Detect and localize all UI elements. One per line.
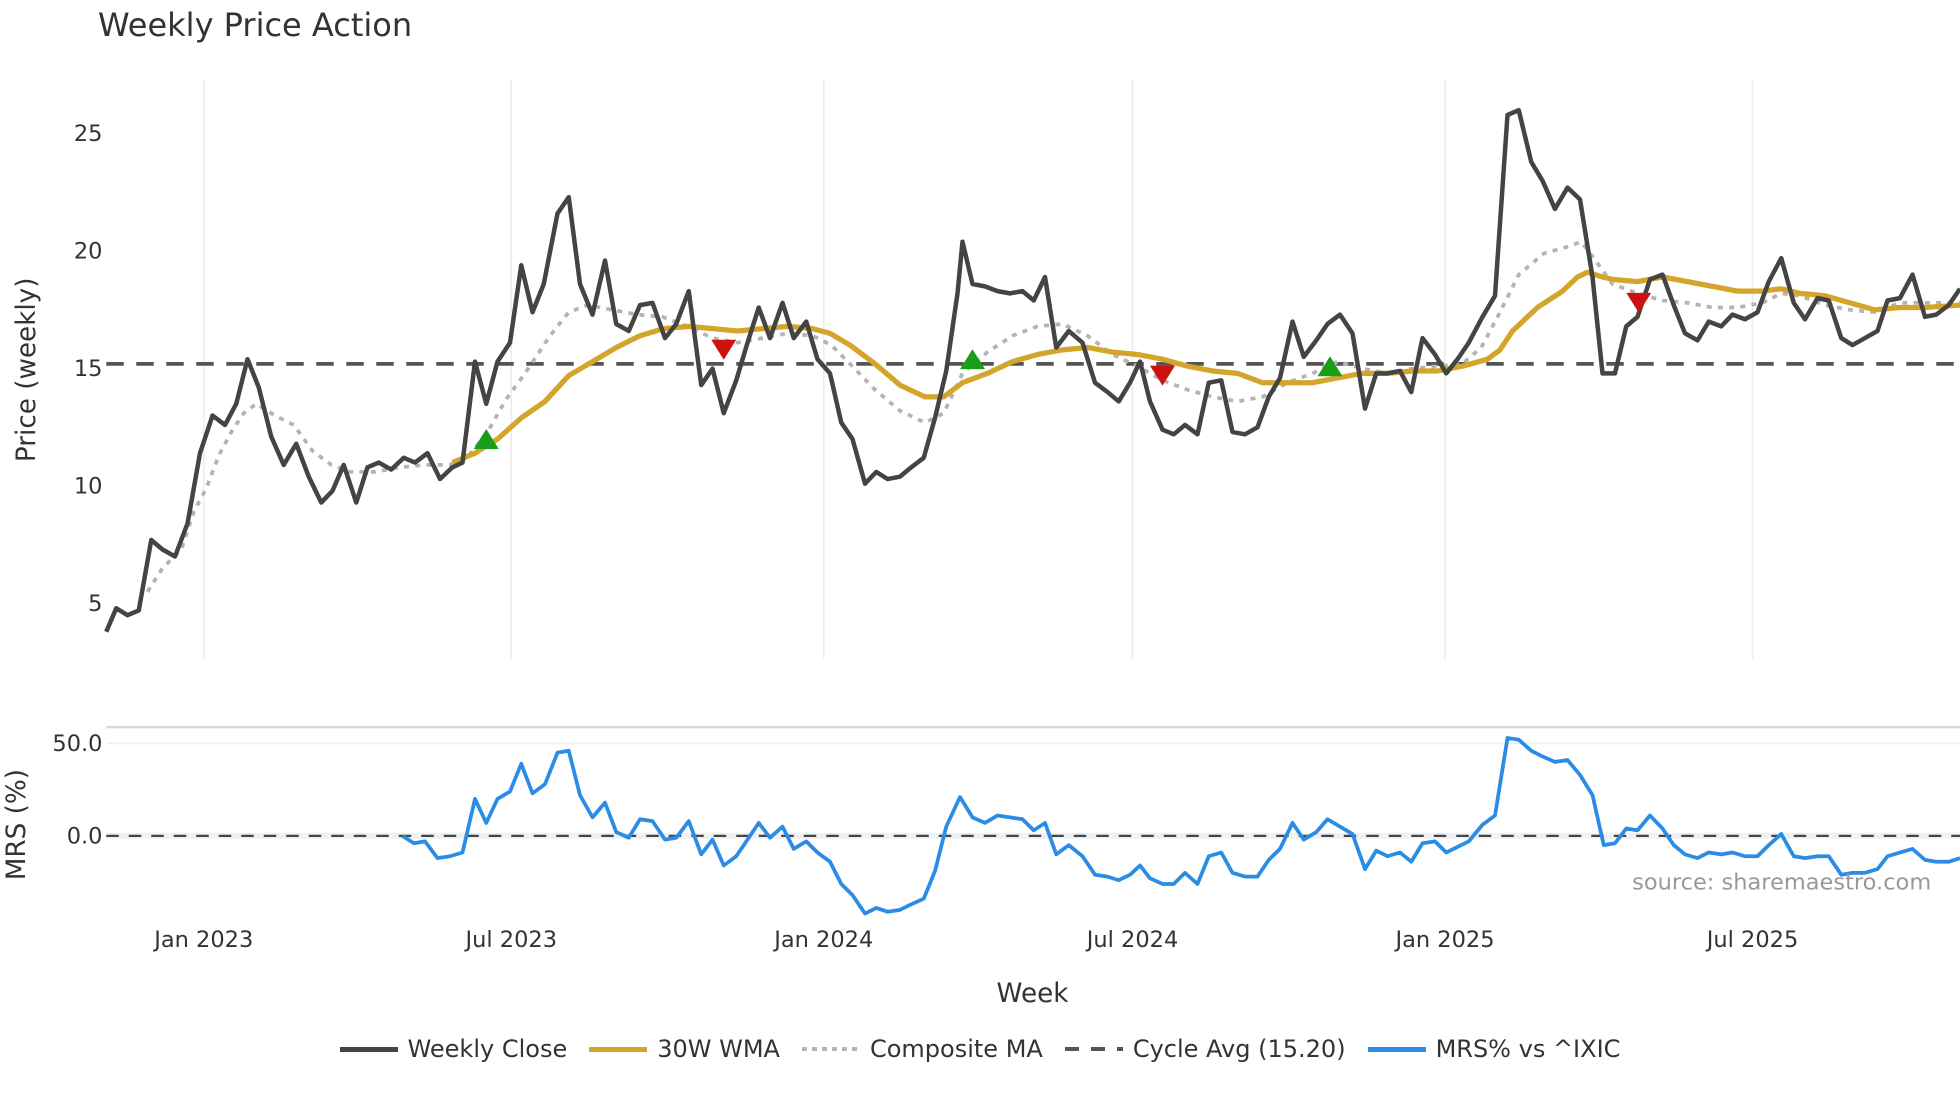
y-axis-title: Price (weekly) <box>12 278 42 463</box>
y-tick-label: 5 <box>88 591 102 617</box>
legend-label: MRS% vs ^IXIC <box>1435 1035 1621 1063</box>
y-tick-label: 15 <box>74 356 103 382</box>
x-tick-label: Jan 2025 <box>1393 927 1494 953</box>
mrs-axis-title: MRS (%) <box>2 769 32 880</box>
chart-title: Weekly Price Action <box>98 6 413 44</box>
legend-label: 30W WMA <box>657 1035 780 1063</box>
mrs-y-tick-label: 50.0 <box>52 731 102 757</box>
source-watermark: source: sharemaestro.com <box>1632 870 1931 896</box>
sell-signal-icon <box>1626 292 1652 313</box>
sell-signal-icon <box>711 339 737 360</box>
buy-signal-icon <box>1317 356 1343 377</box>
legend-swatch-icon <box>1367 1046 1426 1052</box>
gridlines <box>106 79 1960 839</box>
axes: Jan 2023 Jul 2023 Jan 2024 Jul 2024 Jan 2025… <box>2 121 1798 1009</box>
composite-ma-line <box>145 239 1960 593</box>
x-tick-label: Jul 2025 <box>1705 927 1799 953</box>
x-tick-label: Jan 2023 <box>152 927 253 953</box>
x-tick-label: Jul 2024 <box>1085 927 1179 953</box>
x-axis-title: Week <box>997 979 1070 1009</box>
legend-item: MRS% vs ^IXIC <box>1367 1035 1621 1063</box>
signal-markers <box>473 292 1652 450</box>
mrs-line <box>401 736 1960 916</box>
weekly-close-line <box>104 107 1960 633</box>
buy-signal-icon <box>473 429 499 450</box>
legend-label: Weekly Close <box>407 1035 568 1063</box>
mrs-y-tick-label: 0.0 <box>67 823 103 849</box>
legend-item: 30W WMA <box>589 1035 780 1063</box>
legend-item: Composite MA <box>801 1035 1043 1063</box>
x-tick-label: Jul 2023 <box>463 927 557 953</box>
legend-swatch-icon <box>589 1046 648 1052</box>
y-tick-label: 10 <box>74 474 103 500</box>
legend-item: Weekly Close <box>339 1035 568 1063</box>
legend: Weekly Close 30W WMA Composite MA Cycle Avg… <box>0 1035 1960 1063</box>
x-tick-label: Jan 2024 <box>772 927 873 953</box>
legend-label: Composite MA <box>869 1035 1043 1063</box>
legend-label: Cycle Avg (15.20) <box>1132 1035 1346 1063</box>
sell-signal-icon <box>1150 365 1175 386</box>
legend-item: Cycle Avg (15.20) <box>1064 1035 1346 1063</box>
buy-signal-icon <box>960 349 985 370</box>
legend-swatch-icon <box>339 1046 398 1052</box>
legend-swatch-icon <box>801 1047 860 1051</box>
legend-swatch-icon <box>1064 1047 1123 1051</box>
y-tick-label: 25 <box>74 121 103 147</box>
30w-wma-line <box>451 269 1960 465</box>
y-tick-label: 20 <box>74 239 103 265</box>
series-layer <box>104 107 1960 916</box>
